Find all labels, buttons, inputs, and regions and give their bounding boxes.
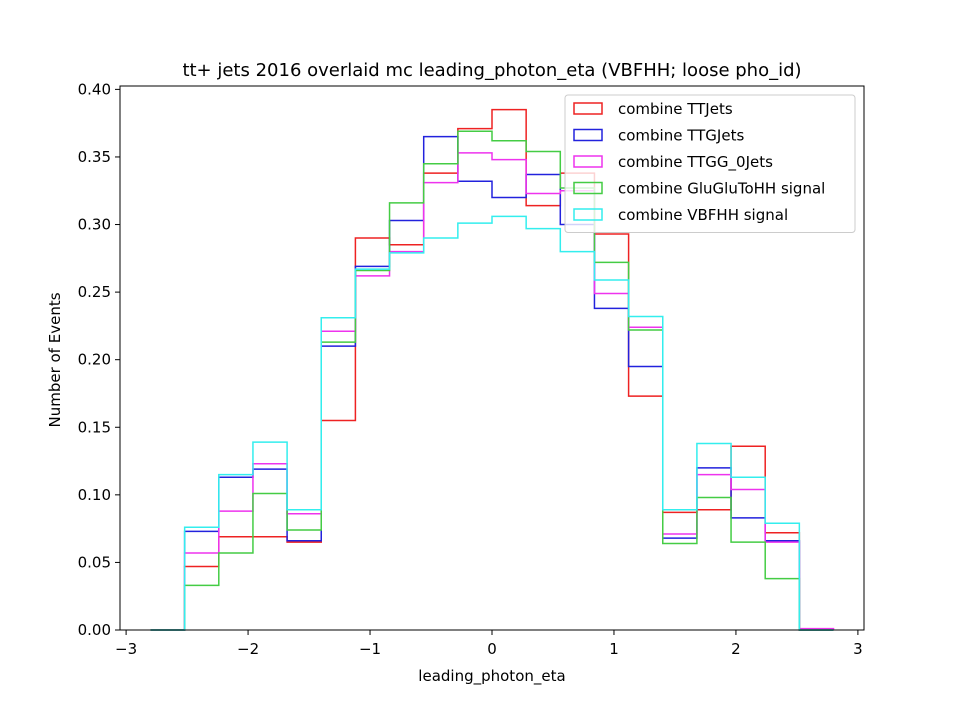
legend-label: combine TTGG_0Jets [618, 153, 773, 172]
legend-swatch [573, 102, 603, 115]
legend-label: combine TTJets [618, 100, 733, 118]
x-tick-label: 2 [731, 640, 741, 658]
y-tick-label: 0.20 [78, 351, 111, 369]
legend-label: combine TTGJets [618, 127, 744, 145]
legend-label: combine GluGluToHH signal [618, 180, 825, 198]
legend-swatch [573, 128, 603, 142]
x-tick-label: 3 [853, 640, 863, 658]
series-3-step-line [150, 130, 834, 631]
y-tick-label: 0.30 [78, 216, 111, 234]
y-axis-label: Number of Events [46, 292, 64, 427]
series-2-step-line [150, 152, 835, 631]
legend: combine TTJets combine TTGJets combine TTG… [564, 94, 856, 233]
legend-label: combine VBFHH signal [618, 206, 788, 224]
y-tick-label: 0.05 [78, 553, 111, 571]
y-tick-label: 0.00 [78, 621, 111, 639]
legend-swatch [573, 181, 603, 195]
x-tick-label: 0 [487, 640, 497, 658]
y-tick-label: 0.15 [78, 418, 111, 436]
y-tick-label: 0.35 [78, 148, 111, 166]
legend-box [564, 94, 856, 233]
y-tick-label: 0.40 [78, 80, 111, 98]
x-tick-label: −1 [359, 640, 381, 658]
x-tick-label: −3 [115, 640, 137, 658]
legend-swatch [573, 208, 603, 221]
series-1-step-line [150, 135, 834, 631]
x-axis-label: leading_photon_eta [418, 667, 565, 686]
x-tick-label: −2 [237, 640, 259, 658]
legend-swatch [573, 155, 603, 168]
y-tick-label: 0.10 [78, 486, 111, 504]
x-tick-label: 1 [609, 640, 619, 658]
plot-area [150, 108, 835, 631]
chart-title: tt+ jets 2016 overlaid mc leading_photon… [182, 60, 801, 81]
y-tick-label: 0.25 [78, 283, 111, 301]
axes: −3 −2 −1 0 1 2 3 0.00 0.05 0.10 0.15 0.20 0.25 0.30 0.… [78, 80, 865, 658]
series-4-step-line [150, 215, 834, 631]
